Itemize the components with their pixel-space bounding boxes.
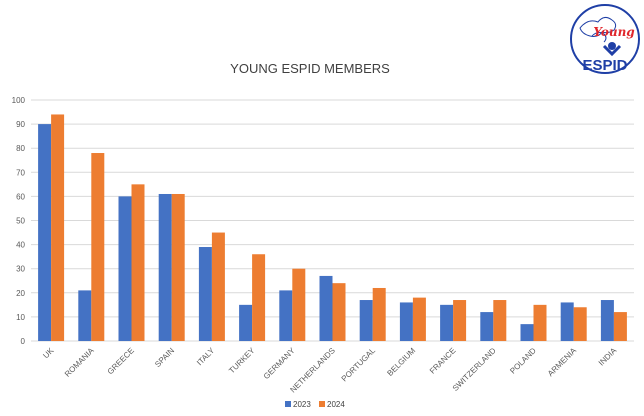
- legend-label-2024: 2024: [327, 400, 345, 409]
- x-tick-label: GERMANY: [262, 346, 297, 381]
- y-tick-label: 40: [16, 241, 25, 250]
- bar-2023-switzerland: [480, 312, 494, 341]
- bar-2023-armenia: [560, 302, 574, 341]
- bar-2023-uk: [38, 124, 52, 341]
- bar-2024-india: [613, 312, 627, 341]
- bar-2023-belgium: [399, 302, 413, 341]
- legend-label-2023: 2023: [293, 400, 311, 409]
- bar-2024-netherlands: [332, 283, 346, 341]
- bar-2023-germany: [279, 290, 293, 341]
- y-axis-ticks: 0 10 20 30 40 50 60 70 80 90 100: [12, 96, 26, 346]
- y-tick-label: 50: [16, 217, 25, 226]
- bar-2023-portugal: [359, 300, 373, 341]
- bar-2024-spain: [171, 193, 185, 341]
- x-tick-label: FRANCE: [428, 346, 458, 376]
- bar-2024-greece: [131, 184, 145, 341]
- bar-2024-belgium: [412, 297, 426, 341]
- bar-2023-india: [600, 300, 614, 341]
- y-tick-label: 0: [21, 337, 26, 346]
- y-tick-label: 80: [16, 144, 25, 153]
- bar-2024-switzerland: [493, 300, 507, 341]
- x-tick-label: ITALY: [195, 346, 217, 368]
- x-tick-label: GREECE: [106, 346, 136, 376]
- bar-2023-poland: [520, 324, 534, 341]
- bar-2023-romania: [78, 290, 92, 341]
- bar-2024-portugal: [372, 287, 386, 341]
- bar-2024-italy: [211, 232, 225, 341]
- chart-title: YOUNG ESPID MEMBERS: [230, 61, 390, 76]
- x-tick-label: UK: [41, 346, 56, 361]
- bar-2024-germany: [292, 268, 306, 341]
- young-espid-logo: Young ESPID: [570, 4, 640, 74]
- y-tick-label: 30: [16, 265, 25, 274]
- bar-2024-turkey: [252, 254, 266, 341]
- logo-espid-text: ESPID: [582, 57, 627, 74]
- x-tick-label: TURKEY: [227, 346, 257, 376]
- bar-2024-france: [453, 300, 467, 341]
- bar-2024-armenia: [573, 307, 587, 341]
- x-tick-label: POLAND: [508, 346, 538, 376]
- bar-2023-spain: [158, 193, 172, 341]
- y-tick-label: 20: [16, 289, 25, 298]
- legend-swatch-2023: [285, 401, 291, 407]
- y-tick-label: 90: [16, 120, 25, 129]
- x-tick-label: PORTUGAL: [340, 346, 378, 384]
- y-tick-label: 70: [16, 168, 25, 177]
- bar-2023-turkey: [239, 304, 253, 341]
- x-tick-label: ROMANIA: [63, 346, 96, 379]
- bar-2023-france: [440, 304, 454, 341]
- bar-2023-greece: [118, 196, 132, 341]
- y-tick-label: 100: [12, 96, 26, 105]
- bar-2024-uk: [51, 114, 65, 342]
- x-tick-label: ARMENIA: [546, 346, 579, 379]
- bars: [38, 114, 627, 342]
- y-tick-label: 10: [16, 313, 25, 322]
- x-tick-label: BELGIUM: [385, 346, 417, 378]
- bar-2023-italy: [198, 247, 212, 341]
- x-tick-label: SPAIN: [153, 346, 176, 369]
- x-axis-ticks: UK ROMANIA GREECE SPAIN ITALY TURKEY GERMANYNE…: [41, 346, 618, 395]
- bar-2024-romania: [91, 153, 105, 341]
- legend: 2023 2024: [285, 400, 345, 409]
- x-tick-label: SWITZERLAND: [451, 346, 498, 393]
- x-tick-label: INDIA: [597, 346, 619, 368]
- logo-young-text: Young: [593, 25, 634, 39]
- legend-swatch-2024: [319, 401, 325, 407]
- bar-2024-poland: [533, 304, 547, 341]
- bar-2023-netherlands: [319, 275, 333, 341]
- y-tick-label: 60: [16, 192, 25, 201]
